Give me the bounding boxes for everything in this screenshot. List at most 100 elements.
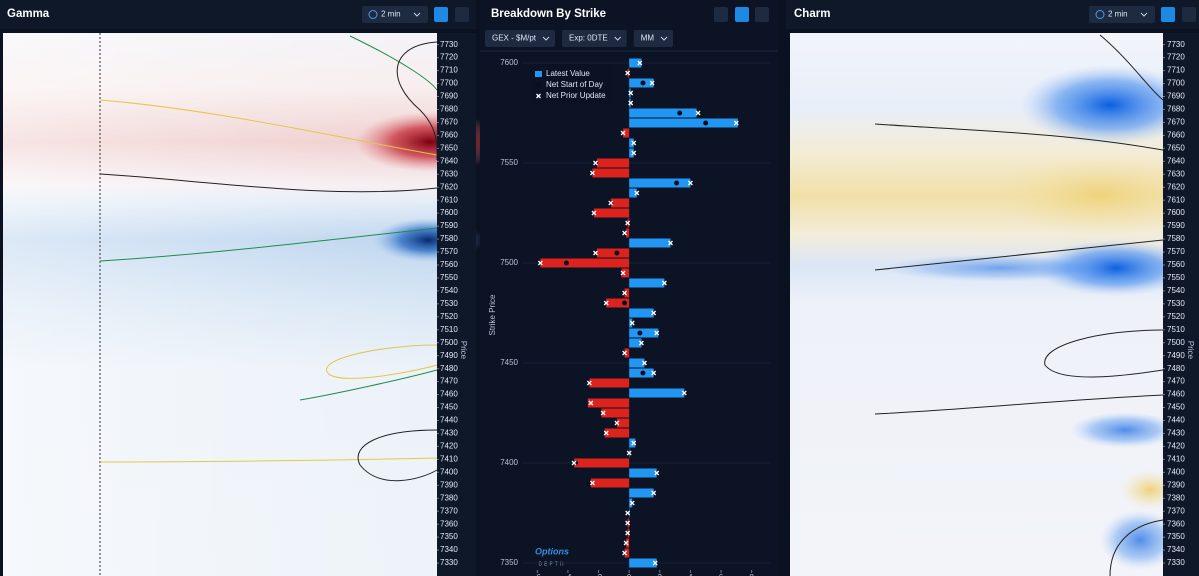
y-tick-label: 7380: [440, 493, 458, 502]
prior-update-marker: [668, 240, 673, 246]
prior-update-marker: [625, 70, 631, 76]
link-button[interactable]: [434, 7, 448, 22]
link-button[interactable]: [1161, 7, 1175, 22]
prior-update-marker: [628, 90, 634, 96]
prior-update-marker: [654, 330, 660, 336]
y-tick-label: 7500: [440, 338, 458, 347]
bar: [629, 278, 665, 288]
x-tick-label: 6: [719, 573, 724, 576]
prior-update-marker: [642, 360, 647, 366]
prior-update-marker: [651, 310, 657, 316]
legend-box: [530, 64, 610, 104]
prior-update-marker: [537, 260, 543, 266]
x-tick-label: 2: [658, 573, 663, 576]
expand-button[interactable]: [1182, 7, 1196, 22]
y-tick-label: 7480: [440, 364, 458, 373]
start-of-day-dot: [703, 120, 709, 126]
interval-select[interactable]: [1089, 6, 1155, 23]
y-tick-label: 7340: [440, 545, 458, 554]
control-select[interactable]: [633, 30, 674, 47]
y-tick-label: 7340: [1167, 545, 1185, 554]
prior-update-marker: [614, 420, 620, 426]
prior-update-marker: [625, 510, 631, 516]
y-tick-label: 7600: [1167, 208, 1185, 217]
contour: [326, 344, 438, 379]
bar: [629, 468, 657, 478]
y-tick-label: 7490: [440, 351, 458, 360]
clock-icon: [368, 10, 378, 19]
y-tick-label: 7520: [1167, 312, 1185, 321]
y-tick-label: 7670: [440, 118, 458, 127]
chevron: [660, 36, 668, 41]
y-tick-label: 7530: [440, 299, 458, 308]
prior-update-marker: [652, 560, 658, 566]
panel-title: Breakdown By Strike: [491, 8, 606, 20]
control-select[interactable]: [562, 30, 627, 47]
y-tick-label: 7410: [440, 454, 458, 463]
y-tick-label: 7640: [440, 156, 458, 165]
prior-update-marker: [589, 480, 595, 486]
x-tick-label: -4: [564, 573, 572, 576]
bar: [597, 158, 630, 168]
prior-update-marker: [695, 110, 701, 116]
prior-update-marker: [571, 460, 577, 466]
prior-update-marker: [638, 340, 644, 346]
y-tick-label: 7490: [1167, 351, 1185, 360]
y-tick-label: 7550: [440, 273, 458, 282]
y-tick-label: 7610: [1167, 195, 1185, 204]
contour: [1109, 519, 1164, 576]
bar: [629, 108, 697, 118]
y-tick-label: 7640: [1167, 156, 1185, 165]
control-select[interactable]: [485, 30, 556, 47]
chevron: [542, 36, 550, 41]
legend-swatch: [536, 82, 541, 88]
prior-update-marker: [661, 280, 667, 286]
expand-button[interactable]: [455, 7, 469, 22]
prior-update-marker: [622, 290, 628, 296]
prior-update-marker: [586, 380, 592, 386]
prior-update-marker: [649, 80, 655, 86]
y-tick-label: 7390: [440, 480, 458, 489]
y-tick-label: 7430: [1167, 429, 1185, 438]
prior-update-marker: [625, 520, 631, 526]
y-tick-label: 7440: [1167, 416, 1185, 425]
settings-button[interactable]: [714, 7, 728, 22]
link-button[interactable]: [735, 7, 749, 22]
chevron: [1140, 12, 1148, 17]
bar: [629, 498, 633, 508]
start-of-day-dot: [573, 460, 579, 466]
prior-update-marker: [628, 100, 634, 106]
prior-update-marker: [622, 550, 628, 556]
y-tick-label: 7710: [440, 66, 458, 75]
interval-label: 2 min: [381, 10, 401, 19]
prior-update-marker: [625, 220, 631, 226]
logo-name: Options: [535, 546, 569, 556]
y-tick-label: 7330: [1167, 558, 1185, 567]
expand-button[interactable]: [755, 7, 769, 22]
contour: [99, 227, 438, 262]
chevron: [614, 36, 622, 41]
y-tick-label: 7680: [440, 105, 458, 114]
bar: [629, 558, 657, 568]
y-tick-label: 7390: [1167, 480, 1185, 489]
y-tick-label: 7350: [500, 558, 518, 567]
interval-select[interactable]: [362, 6, 428, 23]
y-tick-label: 7680: [1167, 105, 1185, 114]
y-tick-label: 7560: [1167, 260, 1185, 269]
y-tick-label: 7600: [440, 208, 458, 217]
contour: [396, 41, 438, 161]
prior-update-marker: [634, 190, 640, 196]
bar: [629, 238, 671, 248]
prior-update-marker: [623, 540, 629, 546]
prior-update-marker: [622, 230, 628, 236]
y-tick-label: 7520: [440, 312, 458, 321]
bar: [624, 548, 630, 558]
y-tick-label: 7450: [440, 403, 458, 412]
prior-update-marker: [603, 300, 609, 306]
prior-update-marker: [631, 150, 637, 156]
bar: [623, 128, 630, 138]
bar: [629, 338, 642, 348]
y-tick-label: 7350: [440, 532, 458, 541]
start-of-day-dot: [640, 370, 646, 376]
bar: [629, 358, 645, 368]
